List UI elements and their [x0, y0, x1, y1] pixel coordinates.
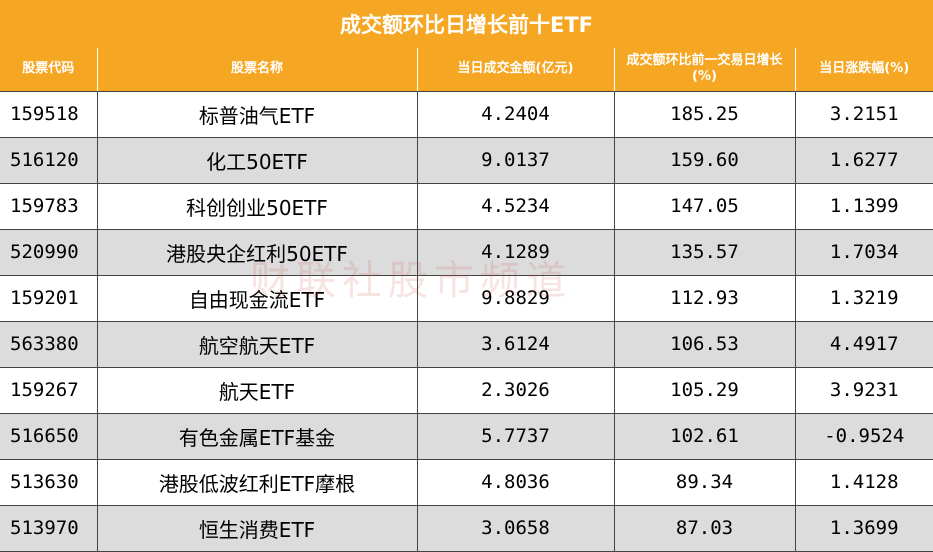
cell-growth: 89.34: [614, 459, 796, 506]
header-row: 股票代码 股票名称 当日成交金额(亿元) 成交额环比前一交易日增长(%) 当日涨…: [0, 48, 933, 92]
cell-change: -0.9524: [795, 413, 933, 460]
cell-code: 520990: [0, 229, 98, 276]
cell-code: 159518: [0, 91, 98, 138]
header-code: 股票代码: [0, 48, 98, 92]
cell-change: 1.4128: [795, 459, 933, 506]
cell-code: 516650: [0, 413, 98, 460]
cell-growth: 102.61: [614, 413, 796, 460]
table-row: 513630 港股低波红利ETF摩根 4.8036 89.34 1.4128: [0, 459, 933, 506]
cell-growth: 135.57: [614, 229, 796, 276]
header-change: 当日涨跌幅(%): [795, 48, 933, 92]
cell-name: 化工50ETF: [97, 137, 418, 184]
header-name: 股票名称: [97, 48, 418, 92]
cell-change: 3.2151: [795, 91, 933, 138]
cell-growth: 87.03: [614, 505, 796, 552]
cell-change: 1.1399: [795, 183, 933, 230]
cell-name: 标普油气ETF: [97, 91, 418, 138]
cell-growth: 105.29: [614, 367, 796, 414]
cell-turnover: 3.6124: [417, 321, 615, 368]
table-row: 513970 恒生消费ETF 3.0658 87.03 1.3699: [0, 505, 933, 552]
cell-growth: 106.53: [614, 321, 796, 368]
cell-change: 1.6277: [795, 137, 933, 184]
cell-turnover: 5.7737: [417, 413, 615, 460]
cell-change: 1.3219: [795, 275, 933, 322]
cell-code: 513970: [0, 505, 98, 552]
cell-turnover: 2.3026: [417, 367, 615, 414]
cell-code: 159267: [0, 367, 98, 414]
cell-name: 航空航天ETF: [97, 321, 418, 368]
table-row: 159201 自由现金流ETF 9.8829 112.93 1.3219: [0, 275, 933, 322]
cell-growth: 185.25: [614, 91, 796, 138]
cell-turnover: 4.1289: [417, 229, 615, 276]
cell-turnover: 4.5234: [417, 183, 615, 230]
table-row: 159518 标普油气ETF 4.2404 185.25 3.2151: [0, 91, 933, 138]
cell-code: 159201: [0, 275, 98, 322]
cell-growth: 147.05: [614, 183, 796, 230]
cell-name: 航天ETF: [97, 367, 418, 414]
cell-turnover: 3.0658: [417, 505, 615, 552]
cell-code: 513630: [0, 459, 98, 506]
table-row: 516650 有色金属ETF基金 5.7737 102.61 -0.9524: [0, 413, 933, 460]
cell-change: 1.7034: [795, 229, 933, 276]
cell-name: 有色金属ETF基金: [97, 413, 418, 460]
cell-name: 自由现金流ETF: [97, 275, 418, 322]
cell-name: 港股央企红利50ETF: [97, 229, 418, 276]
table-row: 563380 航空航天ETF 3.6124 106.53 4.4917: [0, 321, 933, 368]
cell-growth: 159.60: [614, 137, 796, 184]
cell-code: 563380: [0, 321, 98, 368]
table-row: 516120 化工50ETF 9.0137 159.60 1.6277: [0, 137, 933, 184]
cell-change: 3.9231: [795, 367, 933, 414]
table-row: 159783 科创创业50ETF 4.5234 147.05 1.1399: [0, 183, 933, 230]
cell-name: 恒生消费ETF: [97, 505, 418, 552]
cell-growth: 112.93: [614, 275, 796, 322]
header-turnover: 当日成交金额(亿元): [417, 48, 615, 92]
cell-code: 159783: [0, 183, 98, 230]
cell-code: 516120: [0, 137, 98, 184]
cell-turnover: 9.0137: [417, 137, 615, 184]
header-growth: 成交额环比前一交易日增长(%): [614, 48, 796, 92]
cell-turnover: 4.2404: [417, 91, 615, 138]
cell-name: 港股低波红利ETF摩根: [97, 459, 418, 506]
cell-turnover: 9.8829: [417, 275, 615, 322]
table-row: 520990 港股央企红利50ETF 4.1289 135.57 1.7034: [0, 229, 933, 276]
cell-change: 4.4917: [795, 321, 933, 368]
table-row: 159267 航天ETF 2.3026 105.29 3.9231: [0, 367, 933, 414]
cell-name: 科创创业50ETF: [97, 183, 418, 230]
cell-change: 1.3699: [795, 505, 933, 552]
table-title: 成交额环比日增长前十ETF: [0, 0, 933, 49]
cell-turnover: 4.8036: [417, 459, 615, 506]
etf-table: 股票代码 股票名称 当日成交金额(亿元) 成交额环比前一交易日增长(%) 当日涨…: [0, 48, 933, 552]
